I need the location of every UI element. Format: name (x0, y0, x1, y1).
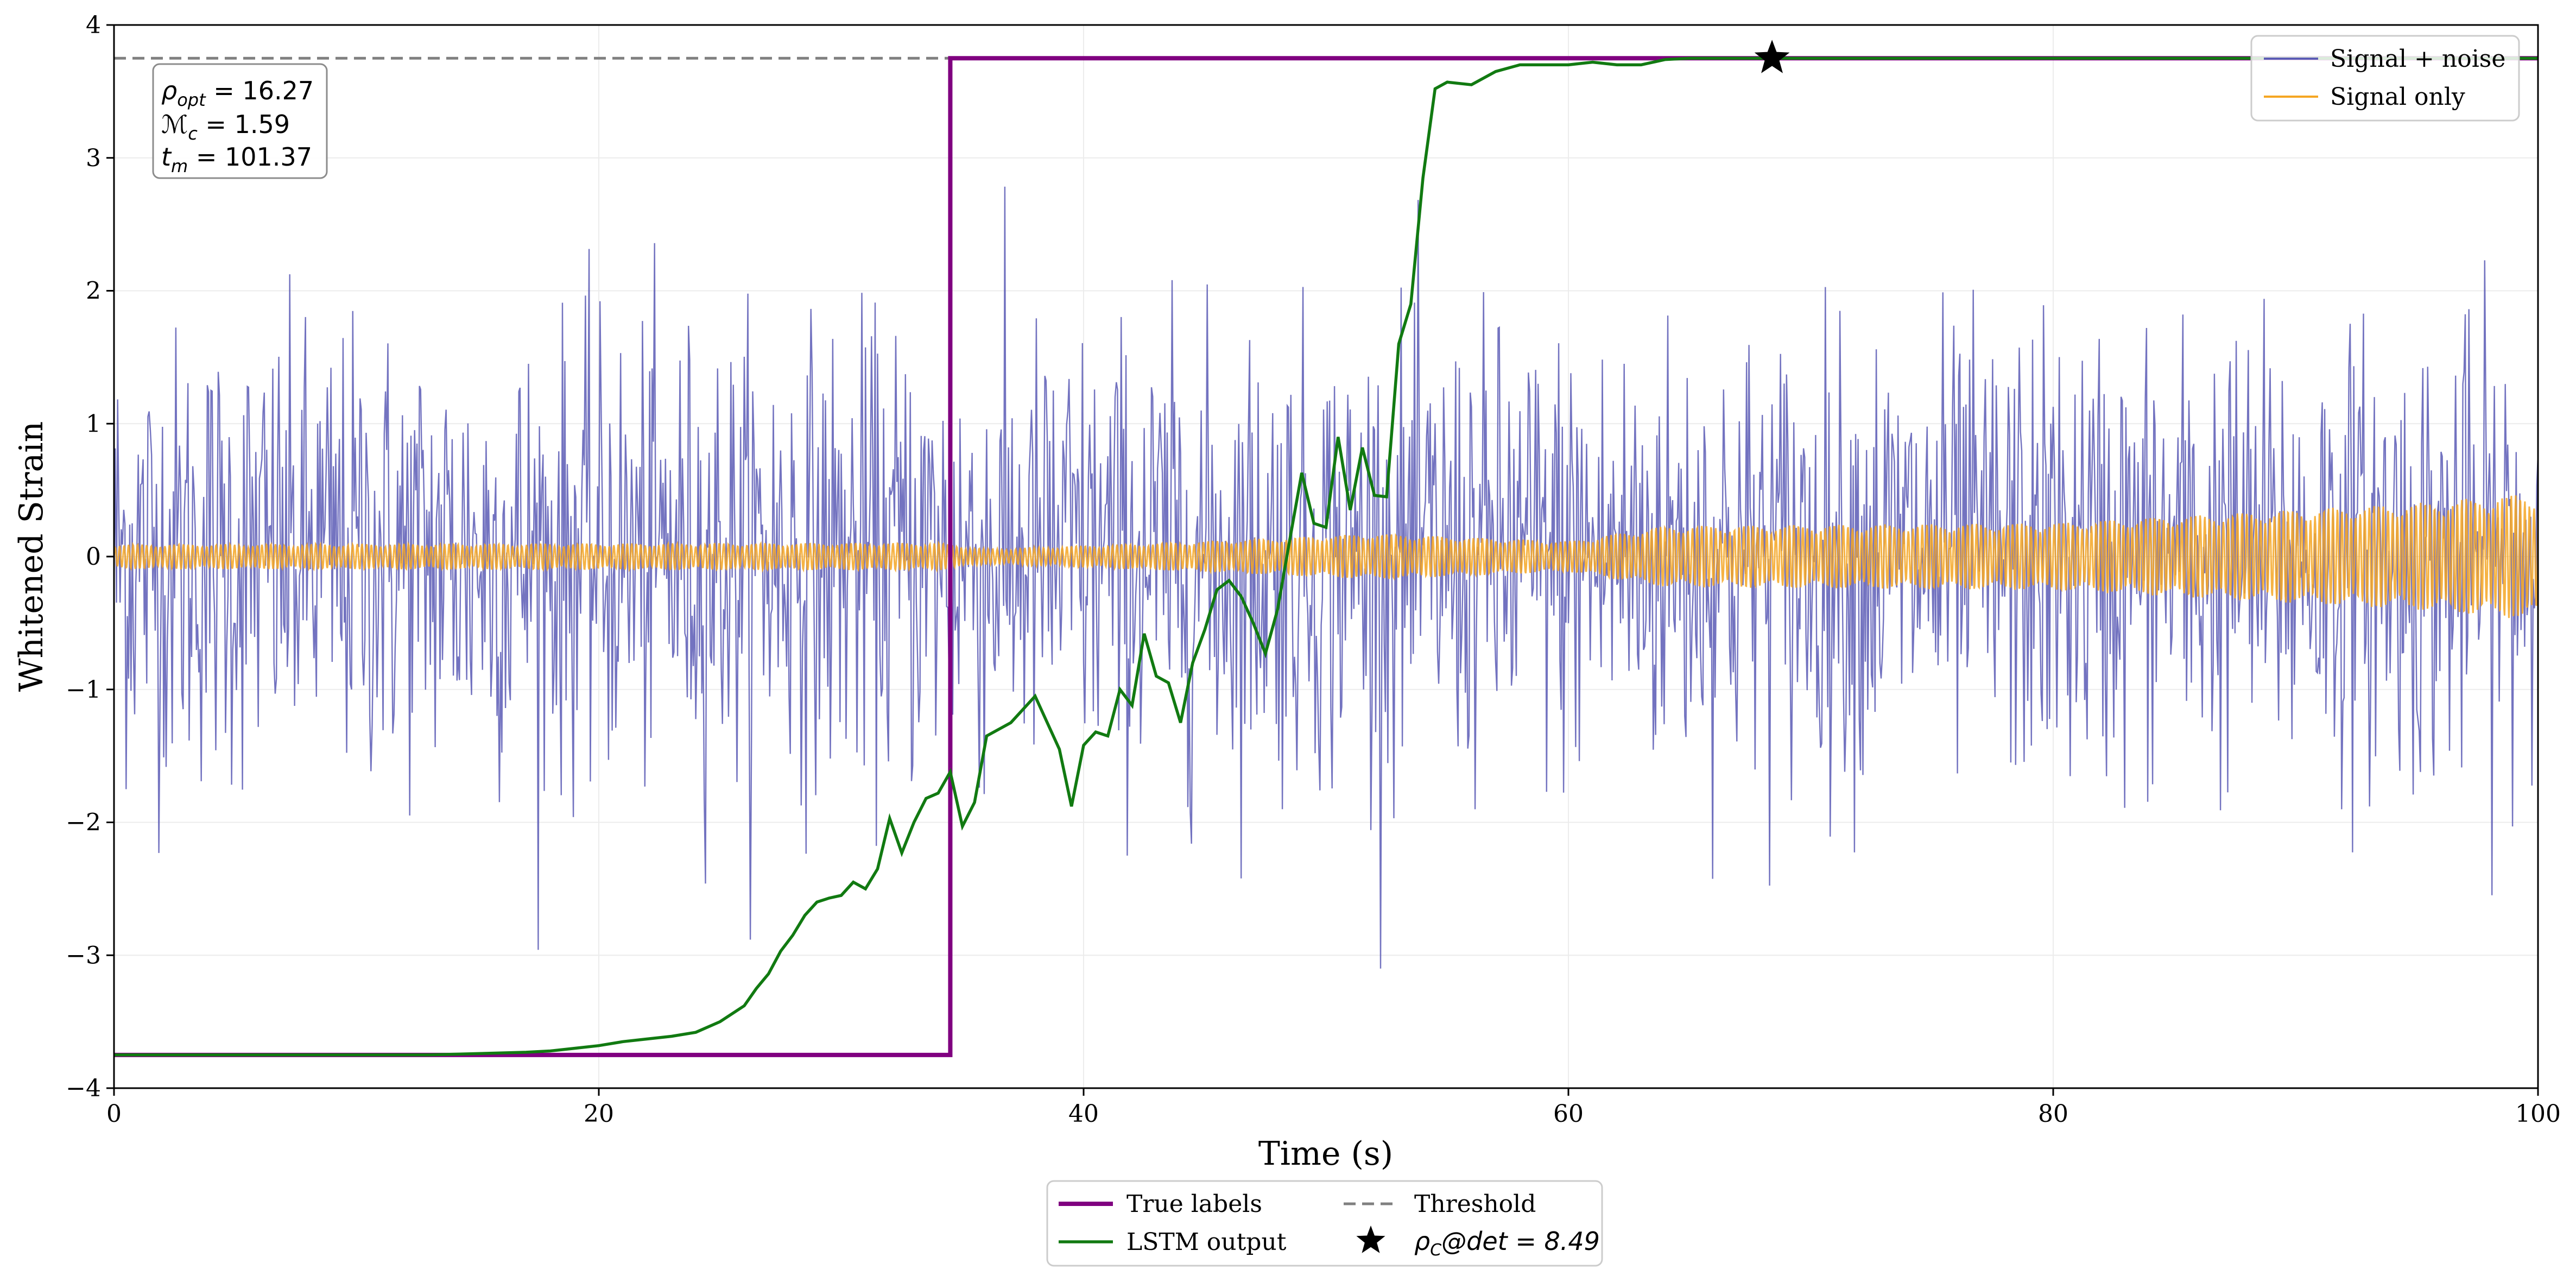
annotation-mc: ℳc = 1.59 (161, 110, 290, 144)
legend-label-detection: ρC@det = 8.49 (1414, 1227, 1600, 1260)
annotation-tm: tm = 101.37 (161, 142, 312, 176)
legend-upper: Signal + noise Signal only (2250, 35, 2520, 122)
y-tick-label: 1 (86, 410, 101, 438)
x-tick-label: 40 (1068, 1100, 1099, 1128)
y-tick-label: −2 (66, 809, 101, 837)
y-tick-label: −3 (66, 942, 101, 969)
x-tick-label: 20 (584, 1100, 614, 1128)
legend-label-threshold: Threshold (1414, 1190, 1536, 1218)
y-tick-label: −1 (66, 676, 101, 704)
y-tick-label: 2 (86, 277, 101, 305)
x-tick-label: 60 (1553, 1100, 1584, 1128)
legend-label-signal-only: Signal only (2330, 83, 2465, 111)
x-tick-label: 100 (2515, 1100, 2561, 1128)
legend-label-true-labels: True labels (1126, 1190, 1262, 1218)
annotation-rho-opt: ρopt = 16.27 (161, 76, 314, 110)
x-tick-label: 80 (2038, 1100, 2068, 1128)
y-axis-ticks: −4 −3 −2 −1 0 1 2 3 4 (66, 11, 114, 1102)
x-axis-label: Time (s) (1258, 1135, 1393, 1173)
x-axis-ticks: 0 20 40 60 80 100 (106, 1088, 2561, 1128)
legend-star-icon (1356, 1226, 1385, 1253)
y-tick-label: 0 (86, 543, 101, 571)
legend-label-signal-noise: Signal + noise (2330, 45, 2505, 73)
y-axis-label: Whitened Strain (12, 421, 50, 692)
legend-lower: True labels Threshold LSTM output ρC@det… (1046, 1180, 1603, 1267)
y-tick-label: −4 (66, 1075, 101, 1102)
lstm-output-series (114, 56, 2538, 1057)
y-tick-label: 3 (86, 144, 101, 172)
legend-label-lstm: LSTM output (1126, 1228, 1287, 1256)
signal-only-series (114, 495, 2538, 618)
parameter-annotation: ρopt = 16.27 ℳc = 1.59 tm = 101.37 (152, 63, 328, 179)
x-tick-label: 0 (106, 1100, 122, 1128)
detection-star-marker (1754, 40, 1790, 73)
y-tick-label: 4 (86, 11, 101, 39)
